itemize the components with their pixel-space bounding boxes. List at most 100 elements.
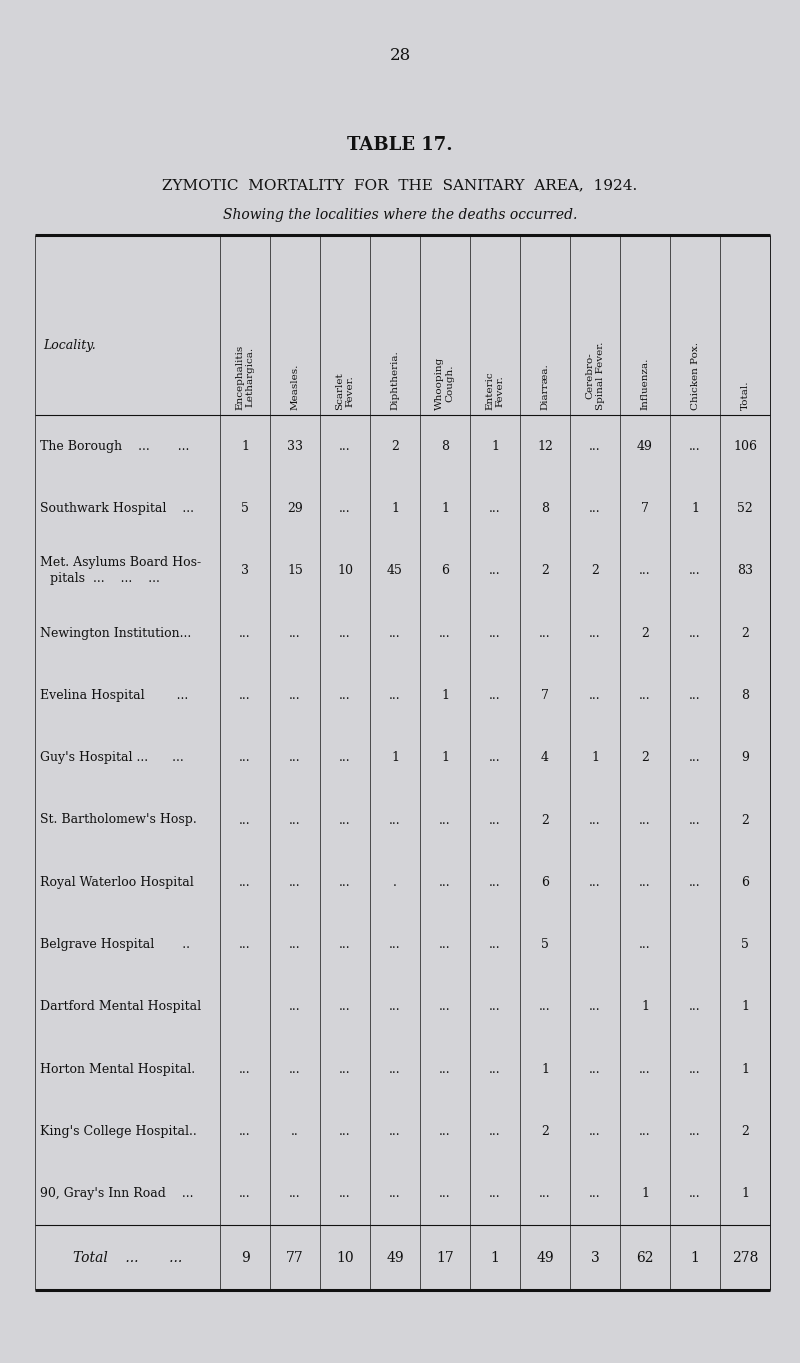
Text: ...: ... [389,1063,401,1075]
Text: ...: ... [639,938,651,951]
Text: ...: ... [389,1187,401,1201]
Text: ...: ... [289,876,301,889]
Text: ...: ... [239,876,251,889]
Text: ...: ... [439,876,451,889]
Text: 90, Gray's Inn Road    ...: 90, Gray's Inn Road ... [40,1187,194,1201]
Text: ...: ... [339,1063,351,1075]
Text: ...: ... [439,938,451,951]
Text: 29: 29 [287,502,303,515]
Text: 2: 2 [741,814,749,826]
Text: ...: ... [539,1000,551,1014]
Text: Total.: Total. [741,380,750,410]
Text: ...: ... [389,814,401,826]
Text: ...: ... [489,688,501,702]
Text: ...: ... [489,502,501,515]
Text: 77: 77 [286,1250,304,1265]
Text: 8: 8 [441,440,449,453]
Text: ...: ... [589,1187,601,1201]
Text: 2: 2 [541,1124,549,1138]
Text: ...: ... [689,1063,701,1075]
Text: Total    ...       ...: Total ... ... [73,1250,182,1265]
Text: 2: 2 [541,564,549,578]
Text: 17: 17 [436,1250,454,1265]
Text: Whooping
Cough.: Whooping Cough. [435,357,454,410]
Text: ...: ... [539,627,551,639]
Text: 1: 1 [441,502,449,515]
Text: ...: ... [239,627,251,639]
Text: The Borough    ...       ...: The Borough ... ... [40,440,190,453]
Text: ...: ... [339,502,351,515]
Text: .: . [393,876,397,889]
Text: ...: ... [589,1063,601,1075]
Text: ...: ... [589,440,601,453]
Text: ...: ... [339,440,351,453]
Text: 45: 45 [387,564,403,578]
Text: 49: 49 [386,1250,404,1265]
Text: Diphtheria.: Diphtheria. [390,350,399,410]
Text: ...: ... [489,938,501,951]
Text: ...: ... [389,627,401,639]
Text: ...: ... [389,938,401,951]
Text: 2: 2 [541,814,549,826]
Text: ...: ... [639,814,651,826]
Text: 1: 1 [741,1187,749,1201]
Text: ...: ... [689,627,701,639]
Text: 5: 5 [541,938,549,951]
Text: ...: ... [689,564,701,578]
Text: 1: 1 [741,1000,749,1014]
Text: ...: ... [439,1063,451,1075]
Text: ...: ... [389,688,401,702]
Text: 6: 6 [441,564,449,578]
Text: Guy's Hospital ...      ...: Guy's Hospital ... ... [40,751,184,765]
Text: ...: ... [589,876,601,889]
Text: 1: 1 [391,502,399,515]
Text: 9: 9 [241,1250,250,1265]
Text: ...: ... [489,876,501,889]
Text: ...: ... [639,1063,651,1075]
Text: ...: ... [689,1124,701,1138]
Text: 2: 2 [641,751,649,765]
Text: Locality.: Locality. [43,338,96,352]
Text: Newington Institution...: Newington Institution... [40,627,191,639]
Text: ...: ... [489,1000,501,1014]
Text: 28: 28 [390,46,410,64]
Text: ...: ... [689,1000,701,1014]
Text: ...: ... [339,1187,351,1201]
Text: 1: 1 [741,1063,749,1075]
Text: 1: 1 [641,1000,649,1014]
Text: ...: ... [439,1124,451,1138]
Text: 1: 1 [591,751,599,765]
Text: ...: ... [289,751,301,765]
Text: ...: ... [239,1124,251,1138]
Text: ...: ... [639,688,651,702]
Text: 3: 3 [590,1250,599,1265]
Text: Showing the localities where the deaths occurred.: Showing the localities where the deaths … [223,209,577,222]
Text: 2: 2 [741,1124,749,1138]
Text: ...: ... [439,1187,451,1201]
Text: ZYMOTIC  MORTALITY  FOR  THE  SANITARY  AREA,  1924.: ZYMOTIC MORTALITY FOR THE SANITARY AREA,… [162,179,638,192]
Text: 52: 52 [737,502,753,515]
Text: Measles.: Measles. [290,364,299,410]
Text: ...: ... [289,1063,301,1075]
Text: 6: 6 [541,876,549,889]
Text: 12: 12 [537,440,553,453]
Text: Encephalitis
Lethargica.: Encephalitis Lethargica. [235,345,254,410]
Text: Diarræa.: Diarræa. [541,364,550,410]
Text: ...: ... [339,1124,351,1138]
Text: ...: ... [339,751,351,765]
Text: ...: ... [489,751,501,765]
Text: ...: ... [289,1000,301,1014]
Text: ...: ... [689,1187,701,1201]
Text: 4: 4 [541,751,549,765]
Text: Chicken Pox.: Chicken Pox. [690,342,699,410]
Text: 5: 5 [741,938,749,951]
Text: ...: ... [339,688,351,702]
Text: ...: ... [339,876,351,889]
Text: ...: ... [489,627,501,639]
Text: ...: ... [489,814,501,826]
Text: ...: ... [289,688,301,702]
Text: St. Bartholomew's Hosp.: St. Bartholomew's Hosp. [40,814,197,826]
Text: 1: 1 [441,688,449,702]
Text: ...: ... [589,627,601,639]
Text: Dartford Mental Hospital: Dartford Mental Hospital [40,1000,201,1014]
